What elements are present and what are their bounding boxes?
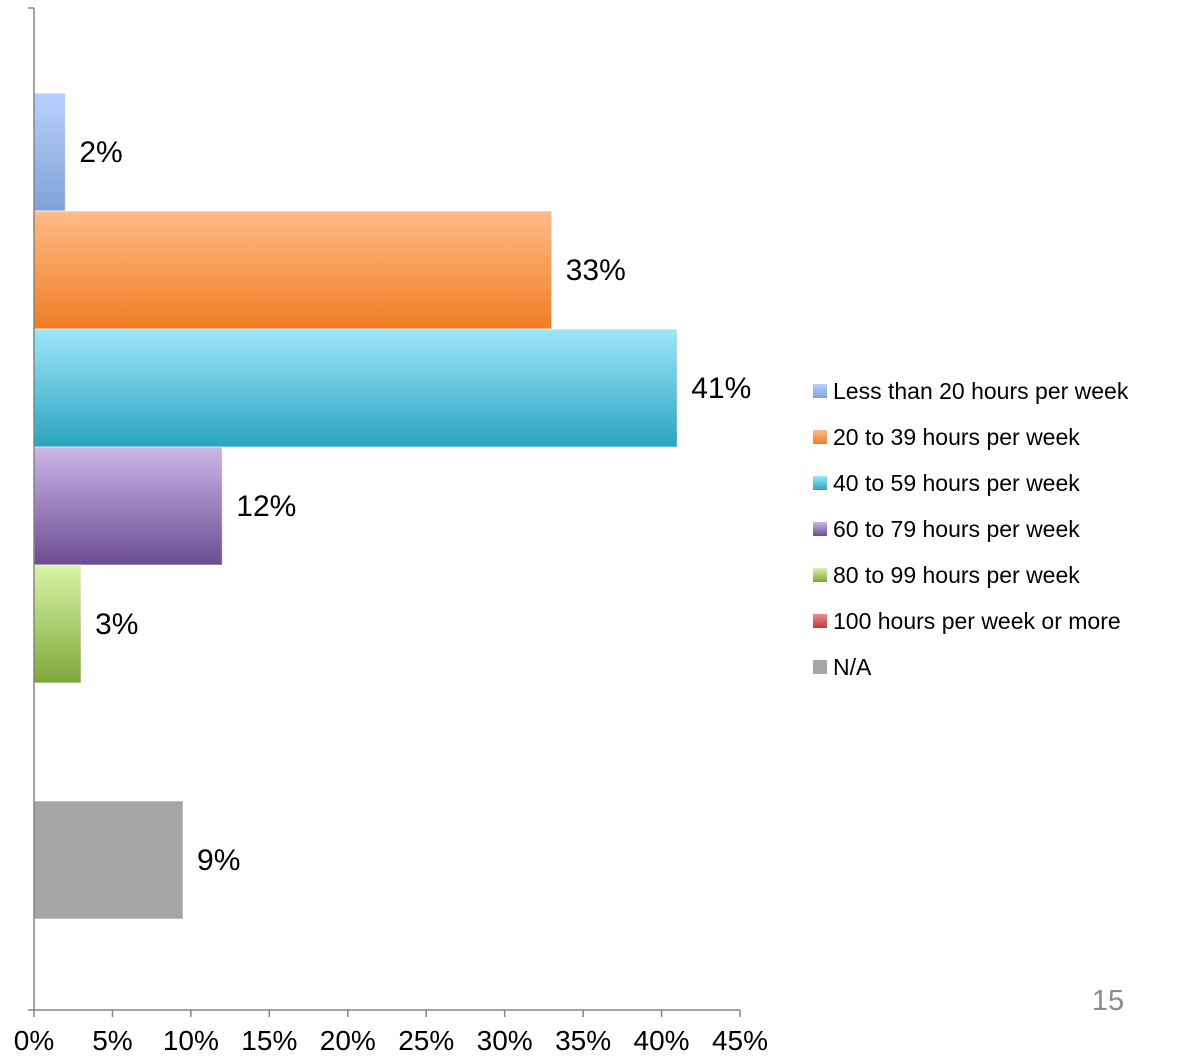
legend-swatch xyxy=(813,660,827,674)
legend-item-40-to-59-hours-per-week: 40 to 59 hours per week xyxy=(813,470,1080,496)
bar-40-to-59-hours-per-week xyxy=(33,328,678,448)
bar-less-than-20-hours-per-week xyxy=(33,92,66,212)
x-tick-label: 10% xyxy=(163,1025,219,1056)
legend-label: 100 hours per week or more xyxy=(833,608,1121,634)
bar-n-a xyxy=(33,800,184,920)
legend-swatch xyxy=(813,614,827,628)
data-label-20-to-39-hours-per-week: 33% xyxy=(566,254,626,287)
legend-item-60-to-79-hours-per-week: 60 to 79 hours per week xyxy=(813,516,1080,542)
legend-swatch xyxy=(813,568,827,582)
x-tick-label: 25% xyxy=(398,1025,454,1056)
legend-label: 20 to 39 hours per week xyxy=(833,424,1080,450)
legend-item-100-hours-per-week-or-more: 100 hours per week or more xyxy=(813,608,1121,634)
legend-item-n-a: N/A xyxy=(813,654,872,680)
x-tick-label: 20% xyxy=(320,1025,376,1056)
x-tick-label: 35% xyxy=(555,1025,611,1056)
legend-swatch xyxy=(813,430,827,444)
x-tick-label: 5% xyxy=(92,1025,132,1056)
legend-swatch xyxy=(813,384,827,398)
x-tick-label: 45% xyxy=(712,1025,768,1056)
data-label-less-than-20-hours-per-week: 2% xyxy=(79,136,122,169)
legend-label: N/A xyxy=(833,654,872,680)
legend-label: 40 to 59 hours per week xyxy=(833,470,1080,496)
legend-swatch xyxy=(813,522,827,536)
x-tick-label: 40% xyxy=(634,1025,690,1056)
bar-20-to-39-hours-per-week xyxy=(33,210,553,330)
x-tick-label: 0% xyxy=(14,1025,54,1056)
legend-label: 60 to 79 hours per week xyxy=(833,516,1080,542)
x-tick-label: 30% xyxy=(477,1025,533,1056)
page-number: 15 xyxy=(1092,985,1124,1017)
legend-item-less-than-20-hours-per-week: Less than 20 hours per week xyxy=(813,378,1129,404)
bar-60-to-79-hours-per-week xyxy=(33,446,223,566)
axes-layer: 0% 5% 10% 15% 20% 25% 30% 35% 40% 45% xyxy=(14,7,768,1056)
data-label-60-to-79-hours-per-week: 12% xyxy=(236,490,296,523)
data-label-40-to-59-hours-per-week: 41% xyxy=(691,372,751,405)
legend-item-80-to-99-hours-per-week: 80 to 99 hours per week xyxy=(813,562,1080,588)
data-label-80-to-99-hours-per-week: 3% xyxy=(95,608,138,641)
legend-label: Less than 20 hours per week xyxy=(833,378,1129,404)
bars-layer xyxy=(33,92,678,920)
legend-swatch xyxy=(813,476,827,490)
bar-80-to-99-hours-per-week xyxy=(33,564,82,684)
data-label-n-a: 9% xyxy=(197,844,240,877)
legend: Less than 20 hours per week 20 to 39 hour… xyxy=(813,378,1129,680)
legend-label: 80 to 99 hours per week xyxy=(833,562,1080,588)
legend-item-20-to-39-hours-per-week: 20 to 39 hours per week xyxy=(813,424,1080,450)
labels-layer: 2% 33% 41% 12% 3% 9% xyxy=(79,136,751,877)
x-tick-label: 15% xyxy=(241,1025,297,1056)
